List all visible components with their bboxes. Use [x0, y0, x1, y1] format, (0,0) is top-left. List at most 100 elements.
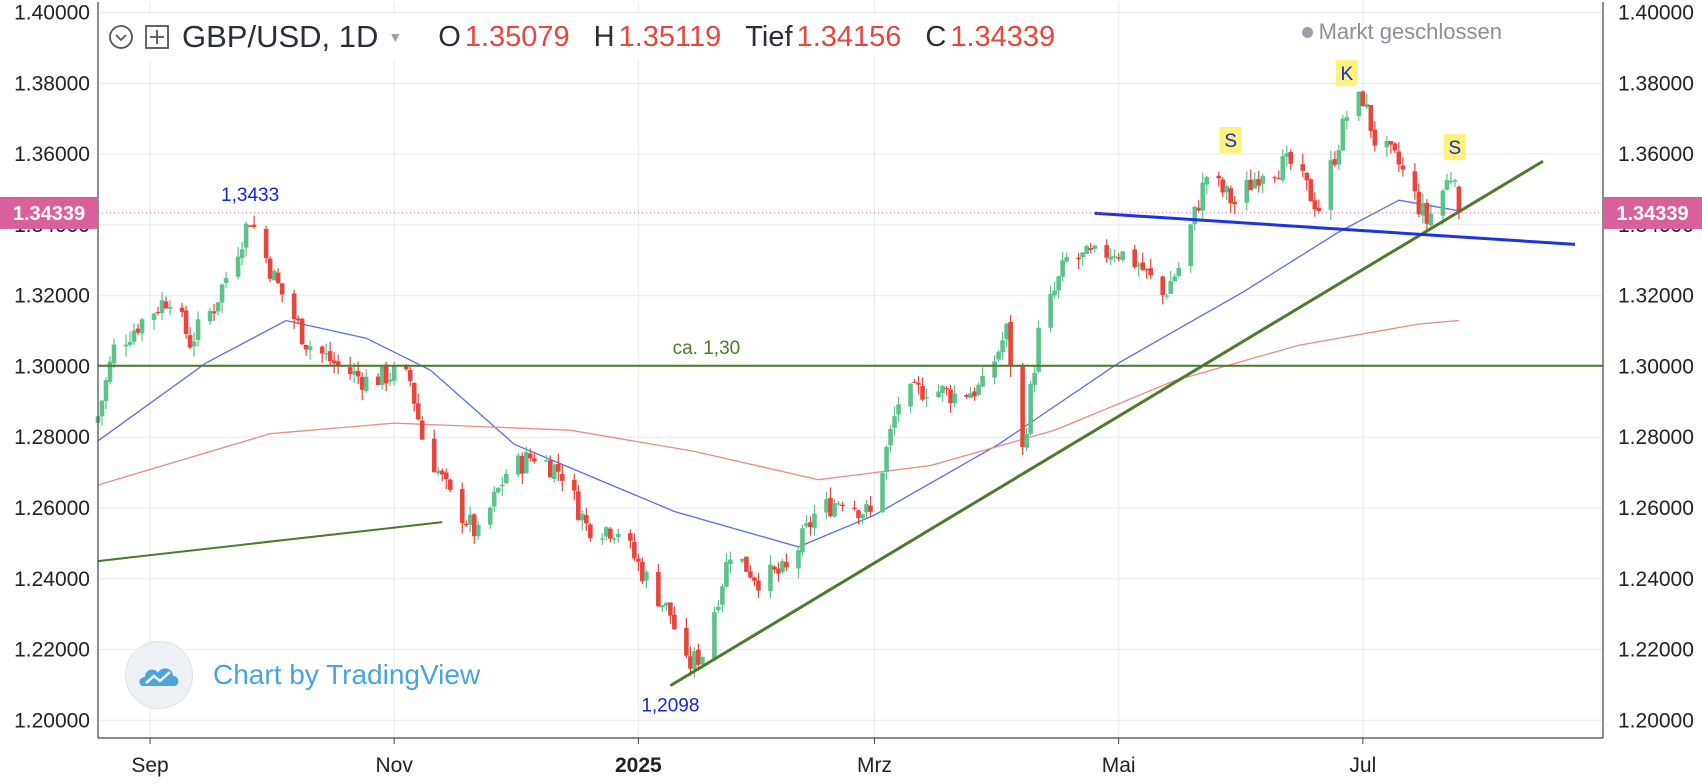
candle — [916, 375, 921, 395]
candle-body — [980, 375, 985, 387]
candle-body — [924, 397, 929, 399]
candle — [964, 393, 969, 399]
candle-body — [952, 393, 957, 404]
annotation-label: 1,3433 — [221, 185, 279, 206]
trendline-3 — [1094, 211, 1576, 246]
candle-body — [832, 503, 837, 517]
add-symbol-icon[interactable] — [144, 24, 170, 50]
candle — [131, 323, 137, 345]
candle-body — [1056, 276, 1061, 291]
candle — [295, 315, 301, 325]
candle-body — [968, 393, 973, 398]
candle-body — [1088, 248, 1093, 251]
candle — [1316, 199, 1322, 214]
annotation-box — [1219, 127, 1242, 153]
candle-body — [920, 385, 925, 400]
y-tick-label-right: 1.26000 — [1618, 497, 1694, 520]
chevron-down-icon[interactable]: ▼ — [388, 29, 403, 45]
candle — [1224, 184, 1230, 201]
candle — [503, 469, 509, 485]
candle — [948, 384, 953, 413]
candle-body — [608, 528, 613, 539]
candle-body — [1176, 267, 1182, 276]
candle — [992, 355, 997, 385]
candle-body — [944, 388, 949, 390]
candle — [836, 500, 841, 507]
candle-body — [1140, 262, 1145, 270]
candle-body — [279, 283, 285, 295]
moving-average-short — [97, 199, 1460, 548]
candle — [884, 444, 889, 481]
candle-body — [163, 301, 169, 309]
candle-body — [552, 464, 557, 480]
candle — [976, 382, 981, 397]
candle-body — [403, 365, 409, 370]
candle — [251, 215, 257, 229]
candle — [748, 564, 753, 579]
candle — [892, 406, 897, 436]
candle-body — [748, 571, 753, 578]
open-value: 1.35079 — [464, 20, 570, 53]
candle-body — [1224, 186, 1230, 193]
candle — [159, 292, 165, 321]
candle — [127, 331, 133, 347]
candle — [303, 344, 309, 356]
candle-body — [431, 438, 437, 473]
candle-body — [135, 328, 141, 333]
candle — [1028, 380, 1033, 436]
tradingview-logo-icon — [125, 641, 193, 709]
candle-body — [1332, 159, 1338, 165]
candle-body — [1076, 257, 1081, 260]
candle-body — [896, 404, 901, 415]
candle-body — [351, 370, 357, 375]
candle — [419, 416, 425, 440]
last-price-tag-left — [0, 196, 98, 229]
candle — [1048, 285, 1053, 333]
candle — [808, 516, 813, 536]
candle — [223, 271, 229, 288]
candle — [1008, 315, 1013, 377]
candle — [572, 473, 577, 501]
candle-body — [560, 473, 565, 481]
candle — [1452, 178, 1458, 188]
candle-body — [1448, 181, 1454, 183]
tradingview-branding[interactable]: Chart by TradingView — [125, 641, 480, 709]
annotation-label: S — [1224, 131, 1237, 152]
candle-body — [387, 379, 393, 382]
candle-body — [1360, 91, 1366, 107]
candle — [1092, 244, 1097, 253]
candle — [487, 506, 493, 529]
candle-body — [159, 300, 165, 314]
candle-body — [391, 365, 397, 381]
candle — [1076, 252, 1081, 270]
candle-body — [868, 505, 873, 512]
candle-body — [656, 572, 661, 607]
candle-body — [1008, 321, 1013, 367]
candle-body — [251, 224, 257, 227]
candle — [880, 472, 885, 514]
candle-body — [1392, 143, 1398, 151]
candle-body — [1372, 129, 1378, 146]
low-label: Tief — [745, 20, 793, 53]
candle-body — [580, 513, 585, 521]
candle-body — [696, 649, 701, 665]
candle — [688, 646, 693, 676]
candle — [379, 364, 385, 390]
candle — [1064, 252, 1069, 264]
candle — [1328, 150, 1334, 221]
candle — [920, 377, 925, 402]
candle — [155, 306, 161, 316]
candle — [780, 558, 785, 574]
annotation-box — [1335, 59, 1358, 86]
candle — [796, 546, 801, 579]
symbol-title[interactable]: GBP/USD, 1D — [182, 19, 379, 54]
candle — [515, 452, 521, 478]
candle — [784, 553, 789, 572]
candle — [543, 455, 549, 462]
candle — [1288, 149, 1294, 171]
collapse-icon[interactable] — [108, 24, 134, 50]
candle — [307, 340, 313, 360]
candle-body — [976, 384, 981, 395]
candle-body — [588, 524, 593, 539]
